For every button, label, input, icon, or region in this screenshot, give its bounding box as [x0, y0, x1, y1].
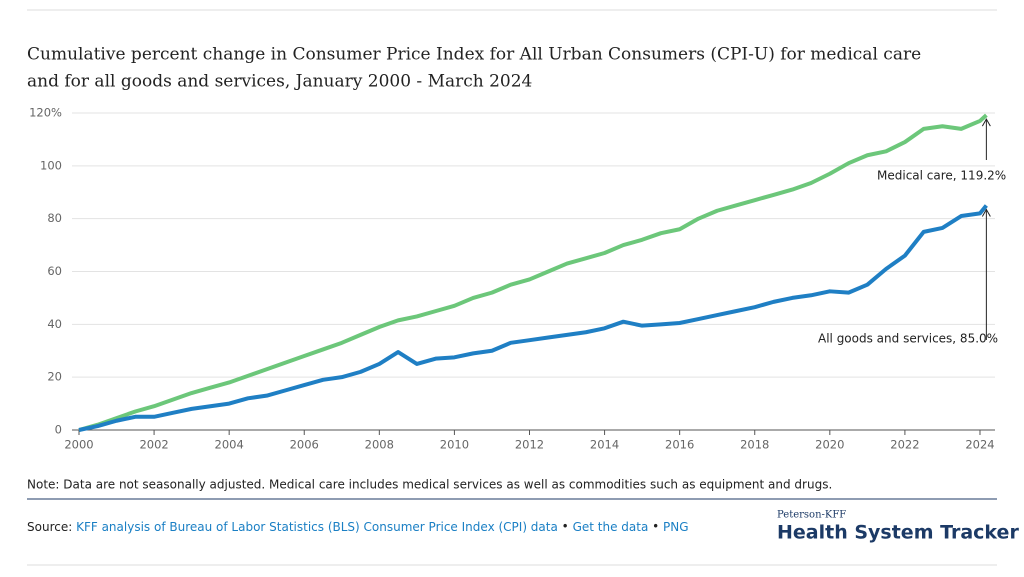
annotation: All goods and services, 85.0%: [818, 332, 998, 346]
y-tick-label: 20: [47, 370, 62, 384]
y-tick-label: 80: [47, 211, 62, 225]
x-tick-label: 2000: [64, 438, 93, 452]
chart-title: Cumulative percent change in Consumer Pr…: [27, 45, 921, 65]
source: Source: KFF analysis of Bureau of Labor …: [27, 520, 689, 534]
y-tick-label: 40: [47, 317, 62, 331]
arrow-head: [981, 118, 991, 127]
x-tick-label: 2014: [590, 438, 619, 452]
x-tick-label: 2006: [290, 438, 319, 452]
y-tick-label: 0: [55, 423, 62, 437]
data-link[interactable]: Get the data: [573, 520, 649, 534]
x-tick-label: 2010: [440, 438, 469, 452]
logo-top: Peterson-KFF: [777, 510, 846, 521]
x-tick-label: 2012: [515, 438, 544, 452]
y-tick-label: 60: [47, 264, 62, 278]
x-tick-label: 2008: [365, 438, 394, 452]
logo: Health System Tracker: [777, 522, 1019, 544]
x-tick-label: 2002: [139, 438, 168, 452]
x-tick-label: 2004: [215, 438, 244, 452]
x-tick-label: 2020: [815, 438, 844, 452]
x-tick-label: 2016: [665, 438, 694, 452]
note: Note: Data are not seasonally adjusted. …: [27, 478, 832, 492]
x-tick-label: 2022: [890, 438, 919, 452]
x-tick-label: 2024: [965, 438, 994, 452]
y-tick-label: 120%: [29, 106, 62, 120]
png-link[interactable]: PNG: [663, 520, 689, 534]
x-tick-label: 2018: [740, 438, 769, 452]
annotation: Medical care, 119.2%: [877, 169, 1006, 183]
source-label: Source:: [27, 520, 72, 534]
arrow-head: [981, 208, 991, 217]
chart-title: and for all goods and services, January …: [27, 72, 532, 92]
series-line: [78, 113, 988, 432]
series-line: [78, 204, 988, 432]
source-link[interactable]: KFF analysis of Bureau of Labor Statisti…: [76, 520, 558, 534]
y-tick-label: 100: [40, 158, 62, 172]
